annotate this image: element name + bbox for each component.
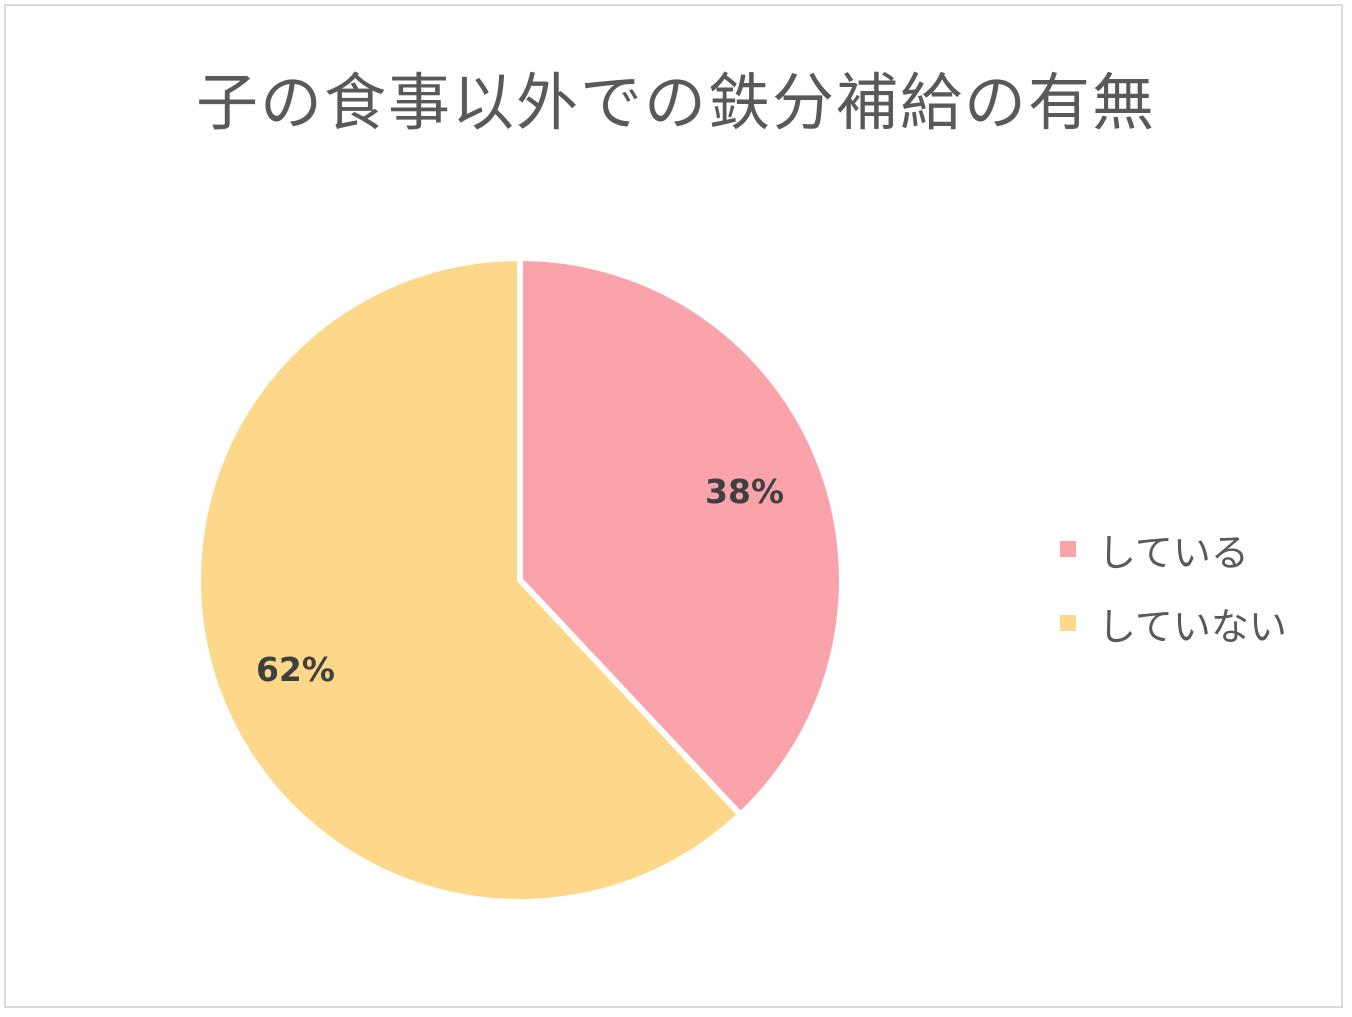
legend-swatch-not-doing — [1060, 615, 1076, 631]
legend-swatch-doing — [1060, 541, 1076, 557]
legend: している していない — [1060, 512, 1287, 660]
legend-label-not-doing: していない — [1098, 604, 1287, 649]
legend-item-doing: している — [1060, 512, 1287, 586]
slice-doing — [517, 255, 845, 818]
data-label-doing: 38% — [705, 472, 784, 511]
legend-item-not-doing: していない — [1060, 586, 1287, 660]
chart-title: 子の食事以外での鉄分補給の有無 — [195, 66, 1156, 139]
data-label-not-doing: 62% — [256, 650, 335, 689]
slice-not-doing — [195, 255, 744, 905]
legend-label-doing: している — [1098, 530, 1249, 575]
